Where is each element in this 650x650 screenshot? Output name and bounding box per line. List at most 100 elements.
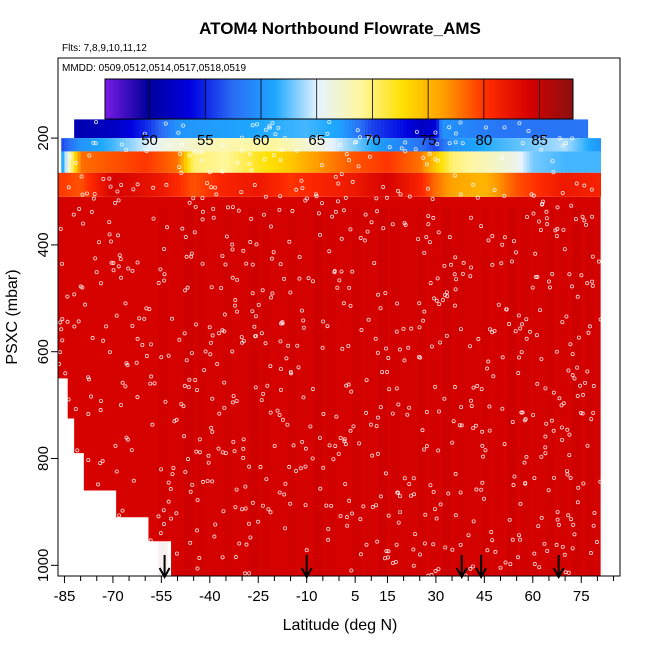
heatmap-cell	[432, 138, 437, 152]
heatmap-cell	[164, 172, 169, 197]
heatmap-cell	[448, 151, 453, 173]
sample-marker	[425, 186, 430, 191]
sample-marker	[216, 446, 221, 451]
heatmap-cell	[523, 119, 527, 139]
sample-marker	[398, 510, 403, 515]
heatmap-cell	[529, 119, 534, 139]
heatmap-cell	[561, 172, 566, 197]
sample-marker	[565, 427, 570, 432]
sample-marker	[374, 424, 379, 429]
sample-marker	[492, 187, 497, 192]
sample-marker	[234, 398, 239, 403]
heatmap-cell	[568, 151, 572, 173]
sample-marker	[536, 524, 541, 529]
sample-marker	[578, 410, 583, 415]
sample-marker	[316, 211, 321, 216]
heatmap-cell	[442, 138, 446, 152]
sample-marker	[522, 418, 527, 423]
sample-marker	[434, 516, 439, 521]
sample-marker	[294, 187, 299, 192]
heatmap-cell	[319, 151, 324, 173]
heatmap-cell	[552, 119, 556, 139]
heatmap-cell	[174, 172, 178, 197]
sample-marker	[256, 302, 261, 307]
sample-marker	[241, 437, 246, 442]
sample-marker	[212, 534, 217, 539]
heatmap-cell	[122, 119, 127, 139]
sample-marker	[536, 219, 541, 224]
heatmap-cell	[122, 151, 127, 173]
heatmap-cell	[277, 138, 282, 152]
heatmap-cell	[571, 138, 576, 152]
x-axis: -85 -70 -55 -40 -25 -10 5 15 30 45 60 75	[54, 576, 615, 605]
heatmap-cell	[87, 138, 91, 152]
sample-marker	[539, 147, 544, 152]
heatmap-cell	[345, 151, 350, 173]
sample-marker	[438, 502, 443, 507]
heatmap-cell	[584, 207, 595, 576]
sample-marker	[310, 387, 315, 392]
heatmap-cell	[494, 138, 498, 152]
sample-marker	[144, 306, 149, 311]
heatmap-cell	[400, 172, 404, 197]
sample-marker	[543, 434, 548, 439]
sample-marker	[432, 507, 437, 512]
sample-marker	[507, 322, 512, 327]
sample-marker	[442, 263, 447, 268]
x-tick-label: 60	[524, 588, 541, 605]
heatmap-cell	[448, 172, 453, 197]
sample-marker	[406, 345, 411, 350]
heatmap-cell	[578, 119, 582, 139]
sample-marker	[470, 564, 475, 569]
sample-marker	[531, 211, 536, 216]
sample-marker	[368, 422, 373, 427]
x-tick-label: 45	[476, 588, 493, 605]
heatmap-cell	[77, 119, 82, 139]
heatmap-cell	[238, 151, 243, 173]
heatmap-cell	[590, 151, 595, 173]
sample-marker	[473, 423, 478, 428]
heatmap-cell	[255, 119, 259, 139]
heatmap-cell	[90, 151, 94, 173]
sample-marker	[282, 492, 287, 497]
heatmap-cell	[545, 151, 550, 173]
sample-marker	[149, 374, 154, 379]
sample-marker	[80, 285, 85, 290]
sample-marker	[271, 250, 276, 255]
heatmap-cell	[225, 172, 230, 197]
heatmap-cell	[416, 138, 421, 152]
sample-marker	[589, 187, 594, 192]
heatmap-cell	[225, 119, 230, 139]
sample-marker	[351, 424, 356, 429]
heatmap-cell	[458, 138, 463, 152]
sample-marker	[283, 481, 288, 486]
sample-marker	[267, 125, 272, 130]
x-tick-label: 15	[379, 588, 396, 605]
colorbar-bar	[104, 78, 574, 120]
sample-marker	[483, 448, 488, 453]
sample-marker	[111, 268, 116, 273]
sample-marker	[375, 209, 380, 214]
sample-marker	[397, 494, 402, 499]
sample-marker	[411, 547, 416, 552]
sample-marker	[288, 290, 293, 295]
sample-marker	[540, 201, 545, 206]
sample-marker	[231, 439, 236, 444]
sample-marker	[277, 207, 282, 212]
sample-marker	[197, 450, 202, 455]
heatmap-cell	[151, 119, 156, 139]
heatmap-cell	[271, 138, 275, 152]
heatmap-cell	[413, 138, 417, 152]
sample-marker	[170, 472, 175, 477]
heatmap-cell	[135, 172, 140, 197]
heatmap-cell	[406, 172, 411, 197]
sample-marker	[104, 324, 109, 329]
sample-marker	[76, 319, 81, 324]
heatmap-cell	[306, 138, 311, 152]
sample-marker	[89, 209, 94, 214]
sample-marker	[532, 551, 537, 556]
sample-marker	[564, 141, 569, 146]
heatmap-cell	[177, 138, 182, 152]
heatmap-cell	[316, 151, 321, 173]
heatmap-cell	[261, 151, 266, 173]
